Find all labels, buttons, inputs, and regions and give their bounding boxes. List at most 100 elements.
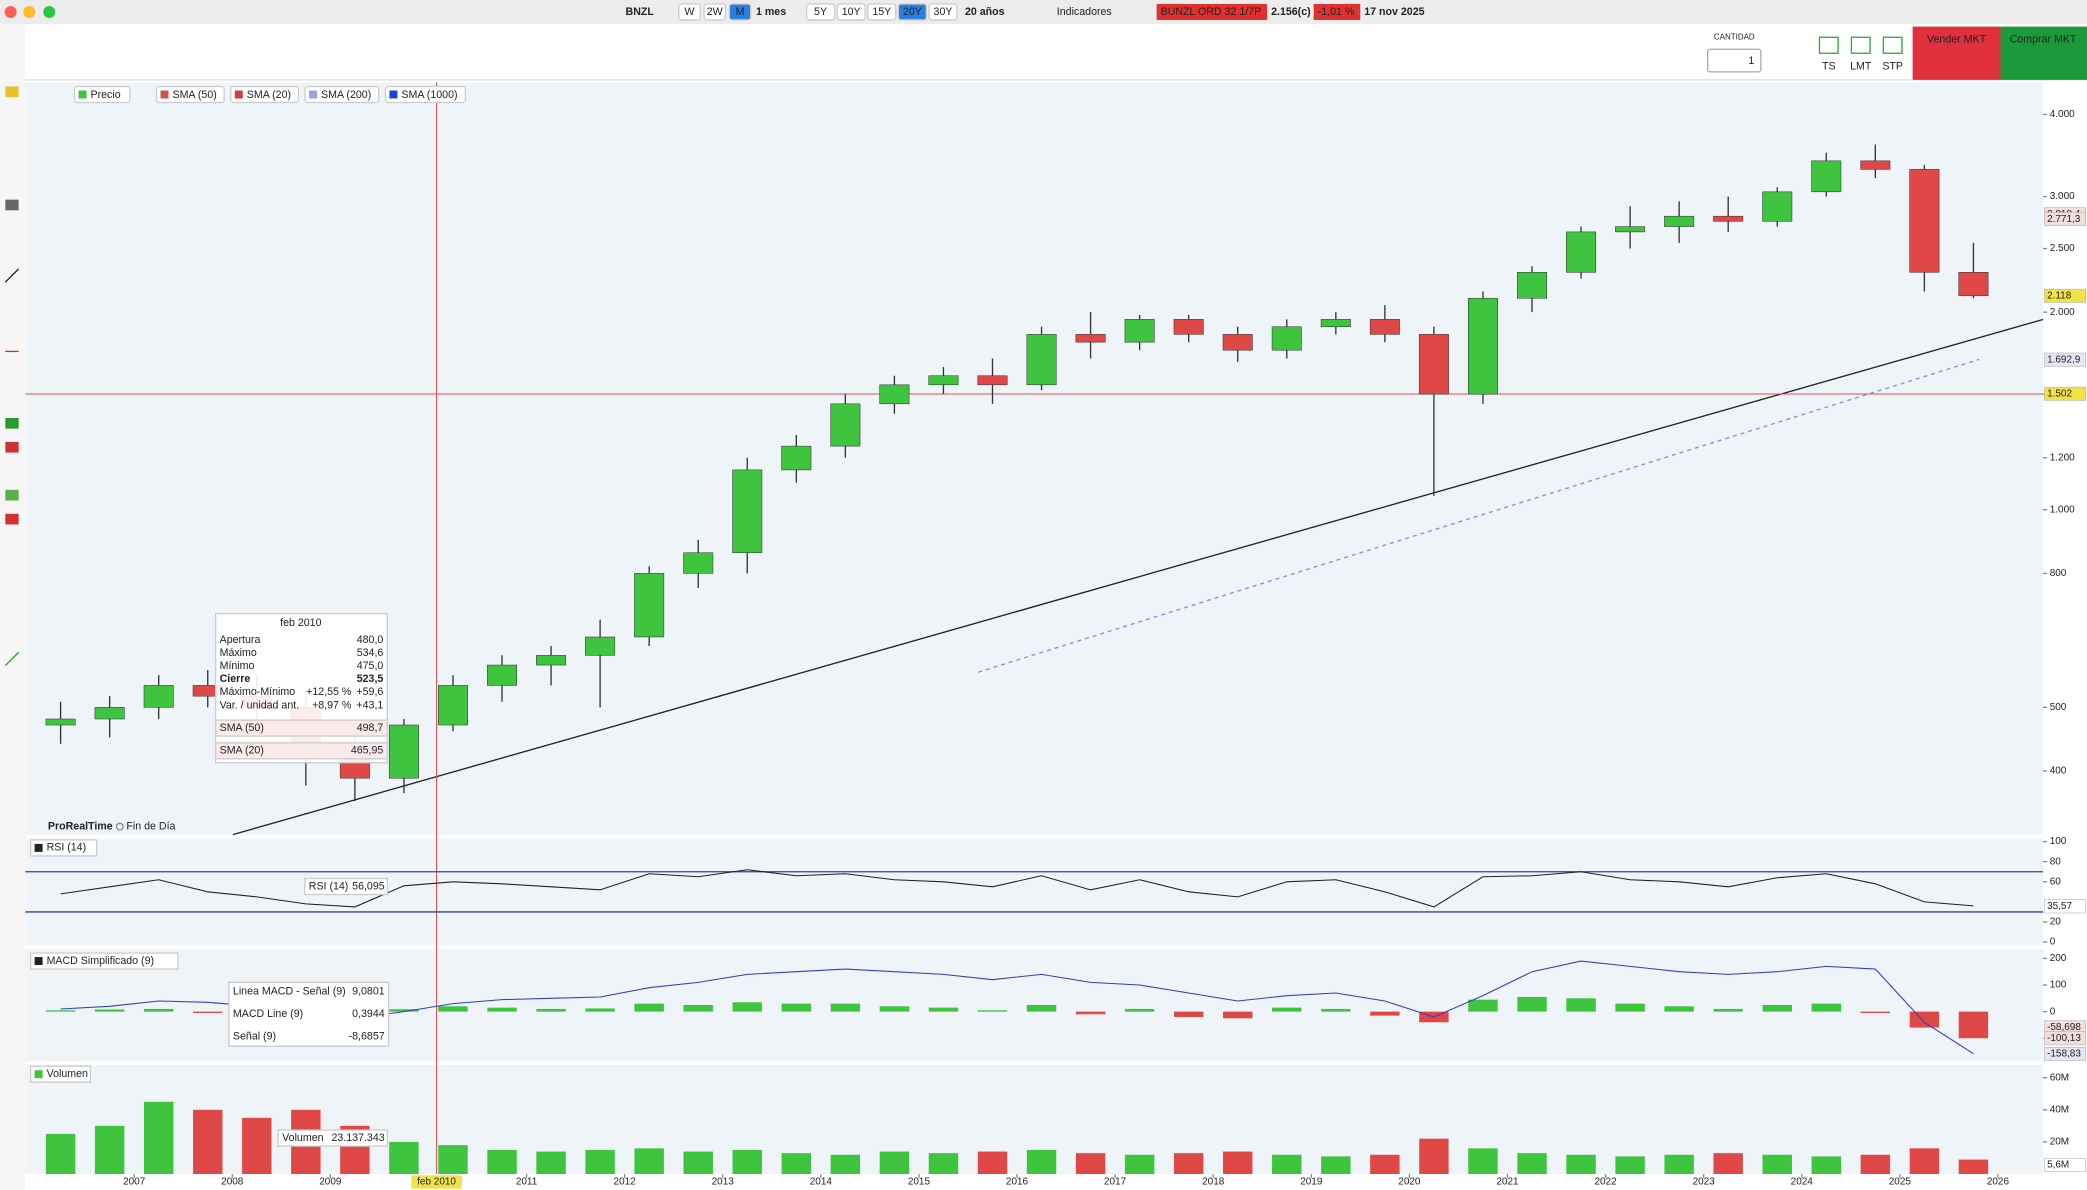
x-tick-label: 2019 — [1300, 1177, 1323, 1188]
panel-title-box[interactable] — [29, 952, 179, 970]
tool-icon[interactable] — [5, 199, 19, 211]
period-button[interactable] — [728, 3, 752, 21]
quantity-input[interactable] — [1707, 48, 1762, 73]
panel-title: Volumen — [47, 1068, 88, 1080]
candle-body — [585, 636, 616, 656]
volume-bar — [1321, 1156, 1351, 1175]
y-tick-label: 2.000 — [2050, 307, 2075, 318]
order-type-icon[interactable] — [1882, 36, 1903, 54]
tooltip-row-label: Máximo-Mínimo — [220, 686, 296, 698]
instrument: BUNZL ORD 32 1/7P — [1161, 6, 1262, 18]
price-label: 1.692,9 — [2047, 354, 2081, 365]
tool-icon[interactable] — [5, 489, 19, 501]
x-tick-label: 2007 — [123, 1177, 146, 1188]
candle-body — [1958, 272, 1989, 297]
trend-line-dashed[interactable] — [978, 358, 1980, 673]
tool-icon[interactable] — [4, 651, 20, 667]
volume-bar — [781, 1153, 812, 1175]
zoom-button[interactable] — [43, 5, 56, 18]
panel-title-box[interactable] — [29, 1065, 92, 1083]
legend-item[interactable] — [230, 85, 300, 104]
y-tick-label: 2.500 — [2050, 243, 2075, 254]
macd-bar — [683, 1004, 713, 1012]
range-button[interactable] — [805, 3, 836, 21]
tools-column — [0, 23, 26, 1190]
range-label: 5Y — [814, 6, 827, 18]
x-tick-label: 2024 — [1791, 1177, 1814, 1188]
candle-body — [879, 384, 910, 405]
candle-body — [1467, 297, 1498, 395]
tool-icons — [4, 86, 20, 667]
legend-item[interactable] — [155, 85, 225, 104]
macd-bar — [928, 1007, 959, 1012]
y-tick-label: 60 — [2050, 876, 2062, 887]
candle-body — [1615, 226, 1646, 233]
legend-item[interactable] — [304, 85, 380, 104]
macd-bar — [1615, 1003, 1645, 1012]
tooltip-box — [214, 612, 388, 764]
period-button[interactable] — [678, 3, 701, 21]
tool-icon[interactable] — [5, 417, 19, 429]
order-type-icon[interactable] — [1850, 36, 1871, 54]
x-tick-label: 2009 — [319, 1177, 342, 1188]
volume-bar — [45, 1133, 76, 1175]
tool-icon[interactable] — [5, 441, 19, 453]
volume-bar — [1517, 1153, 1547, 1175]
volume-readout-value: 23.137.343 — [331, 1132, 384, 1144]
candle-body — [1369, 319, 1400, 335]
tool-icon[interactable] — [4, 268, 20, 283]
volume-bar — [830, 1154, 861, 1175]
tooltip-row-label: Cierre — [220, 673, 251, 685]
macd-label-box — [2044, 1031, 2086, 1046]
buy-label: Comprar MKT — [2010, 34, 2077, 46]
y-tick-label: 80 — [2050, 856, 2062, 867]
order-type-icon[interactable] — [1818, 36, 1839, 54]
candle-body — [437, 685, 468, 726]
tooltip-sma-box — [214, 742, 388, 760]
buy-button[interactable] — [2000, 26, 2087, 80]
legend-swatch — [389, 90, 398, 99]
price-axis — [2043, 82, 2087, 1190]
range-button[interactable] — [867, 3, 897, 21]
volume-bar — [683, 1151, 713, 1175]
tool-icon[interactable] — [5, 513, 19, 525]
y-tick-label: 1.200 — [2050, 452, 2075, 463]
tooltip-sma-value: 498,7 — [357, 722, 384, 734]
tooltip-row-label: Máximo — [220, 647, 257, 659]
sell-button[interactable] — [1912, 26, 2001, 80]
candle-body — [781, 445, 812, 471]
macd-readout-box — [228, 981, 390, 1047]
panel-title-box[interactable] — [29, 839, 98, 857]
y-tick-label: 0 — [2050, 1006, 2056, 1017]
close-button[interactable] — [4, 5, 17, 18]
tool-icon[interactable] — [5, 86, 19, 98]
macd-bar — [1713, 1008, 1743, 1012]
panel-title: RSI (14) — [47, 842, 87, 854]
macd-readout-name: Linea MACD - Señal (9) — [233, 985, 346, 997]
brand: ProRealTime — [48, 820, 113, 832]
legend-swatch — [78, 90, 87, 99]
legend-item[interactable] — [73, 85, 131, 104]
legend-item[interactable] — [384, 85, 466, 104]
macd-readout-value: 0,3944 — [352, 1008, 385, 1020]
last-price: 2.156(c) — [1271, 6, 1311, 18]
minimize-button[interactable] — [23, 5, 36, 18]
range-button[interactable] — [836, 3, 866, 21]
order-type: TS — [1822, 60, 1836, 72]
tooltip-row-label: Var. / unidad ant. — [220, 699, 300, 711]
volume-bar — [94, 1125, 125, 1175]
volume-bar — [1272, 1154, 1302, 1175]
trend-line[interactable] — [232, 318, 2044, 836]
candle-body — [1517, 272, 1547, 299]
x-tick-label: 2020 — [1398, 1177, 1421, 1188]
tooltip-row-value: 523,5 — [357, 673, 384, 685]
price-label-box — [2044, 352, 2086, 367]
volume-bar — [1566, 1154, 1596, 1175]
range-button[interactable] — [897, 3, 928, 21]
volume-bar — [1713, 1153, 1743, 1175]
y-tick-label: 20M — [2050, 1137, 2069, 1148]
period-button[interactable] — [703, 3, 727, 21]
volume-bar — [389, 1141, 419, 1175]
range-button[interactable] — [928, 3, 958, 21]
mode-radio[interactable] — [115, 822, 124, 831]
